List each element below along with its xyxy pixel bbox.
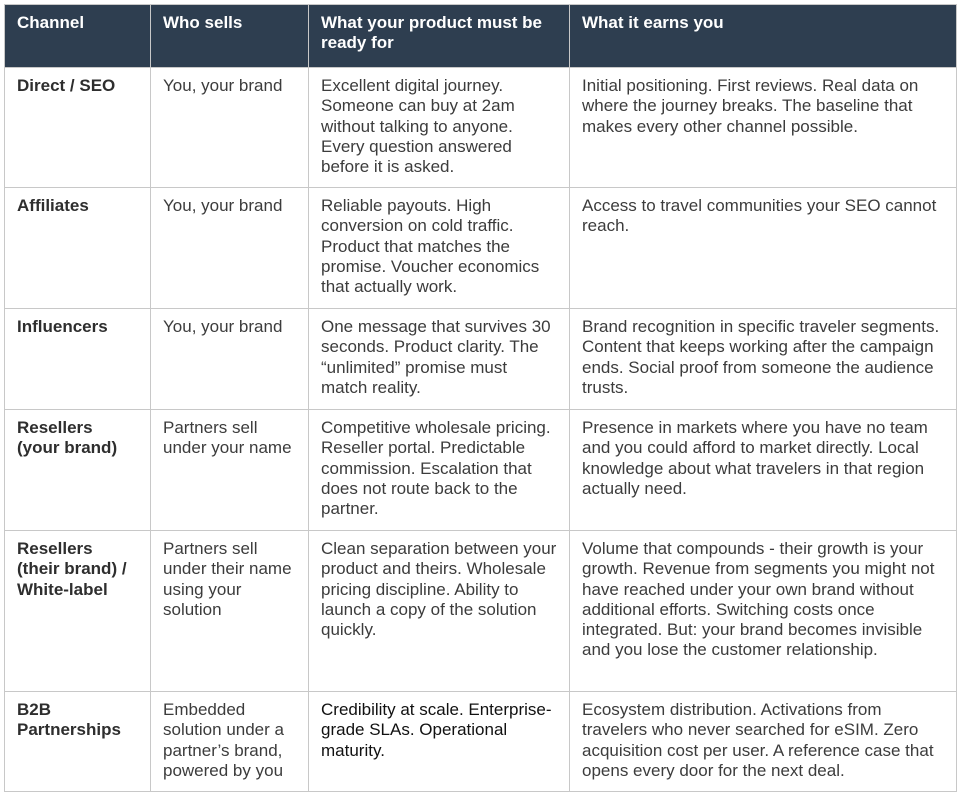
cell-who-sells: Partners sell under their name using you… bbox=[150, 530, 309, 692]
cell-channel: B2B Partnerships bbox=[4, 691, 151, 792]
header-ready-for: What your product must be ready for bbox=[308, 4, 570, 68]
cell-ready-for: One message that survives 30 seconds. Pr… bbox=[308, 308, 570, 410]
cell-earns: Volume that compounds - their growth is … bbox=[569, 530, 957, 692]
cell-who-sells: You, your brand bbox=[150, 187, 309, 309]
cell-ready-for: Credibility at scale. Enterprise-grade S… bbox=[308, 691, 570, 792]
cell-channel: Resellers (their brand) / White-label bbox=[4, 530, 151, 692]
cell-who-sells: Partners sell under your name bbox=[150, 409, 309, 531]
cell-channel: Direct / SEO bbox=[4, 67, 151, 188]
header-earns: What it earns you bbox=[569, 4, 957, 68]
table-row: B2B Partnerships Embedded solution under… bbox=[4, 691, 957, 792]
cell-who-sells: You, your brand bbox=[150, 308, 309, 410]
table-row: Resellers (their brand) / White-label Pa… bbox=[4, 530, 957, 692]
table-header-row: Channel Who sells What your product must… bbox=[4, 4, 957, 68]
cell-ready-for: Clean separation between your product an… bbox=[308, 530, 570, 692]
cell-earns: Ecosystem distribution. Activations from… bbox=[569, 691, 957, 792]
cell-ready-for: Competitive wholesale pricing. Reseller … bbox=[308, 409, 570, 531]
table-row: Affiliates You, your brand Reliable payo… bbox=[4, 187, 957, 309]
cell-earns: Initial positioning. First reviews. Real… bbox=[569, 67, 957, 188]
cell-channel: Affiliates bbox=[4, 187, 151, 309]
cell-who-sells: Embedded solution under a partner’s bran… bbox=[150, 691, 309, 792]
cell-who-sells: You, your brand bbox=[150, 67, 309, 188]
header-channel: Channel bbox=[4, 4, 151, 68]
cell-earns: Access to travel communities your SEO ca… bbox=[569, 187, 957, 309]
cell-channel: Resellers (your brand) bbox=[4, 409, 151, 531]
table-row: Influencers You, your brand One message … bbox=[4, 308, 957, 410]
cell-ready-for: Excellent digital journey. Someone can b… bbox=[308, 67, 570, 188]
table-row: Direct / SEO You, your brand Excellent d… bbox=[4, 67, 957, 188]
header-who-sells: Who sells bbox=[150, 4, 309, 68]
cell-earns: Brand recognition in specific traveler s… bbox=[569, 308, 957, 410]
cell-ready-for: Reliable payouts. High conversion on col… bbox=[308, 187, 570, 309]
table-row: Resellers (your brand) Partners sell und… bbox=[4, 409, 957, 531]
cell-channel: Influencers bbox=[4, 308, 151, 410]
channel-comparison-table: Channel Who sells What your product must… bbox=[4, 4, 957, 792]
cell-earns: Presence in markets where you have no te… bbox=[569, 409, 957, 531]
